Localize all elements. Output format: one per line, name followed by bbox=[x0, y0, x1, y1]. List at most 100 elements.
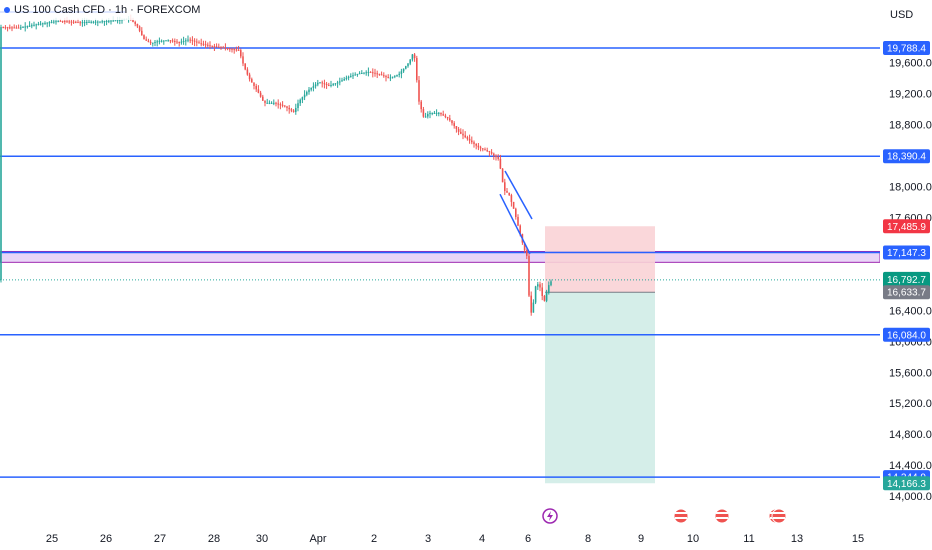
level-price-tag: 16,084.0 bbox=[887, 330, 926, 341]
candle-body bbox=[321, 82, 323, 84]
symbol-title-bar[interactable]: US 100 Cash CFD · 1h · FOREXCOM bbox=[0, 0, 205, 20]
candle-body bbox=[75, 21, 77, 23]
candle-body bbox=[15, 27, 18, 29]
candle-body bbox=[222, 47, 224, 49]
candle-body bbox=[501, 168, 504, 183]
candle-body bbox=[246, 69, 249, 75]
time-tick-label: Apr bbox=[309, 533, 326, 545]
candle-body bbox=[387, 76, 389, 78]
candle-body bbox=[420, 101, 422, 110]
candle-body bbox=[497, 157, 499, 159]
level-price-tag-bg bbox=[883, 245, 930, 260]
candle-body bbox=[152, 42, 154, 44]
candle-body bbox=[550, 281, 552, 286]
price-tick-label: 14,800.0 bbox=[889, 429, 932, 441]
candle-body bbox=[226, 48, 229, 50]
candle-body bbox=[147, 40, 150, 42]
candle-body bbox=[464, 135, 466, 138]
candle-body bbox=[435, 112, 438, 114]
candle-body bbox=[224, 47, 227, 49]
time-tick-label: 26 bbox=[100, 533, 112, 545]
time-tick-label: 25 bbox=[46, 533, 58, 545]
candle-body bbox=[332, 84, 334, 86]
us-flag-stripe bbox=[675, 512, 687, 514]
candle-body bbox=[191, 39, 194, 41]
candle-body bbox=[350, 75, 352, 77]
candle-body bbox=[251, 79, 253, 83]
candle-body bbox=[169, 40, 172, 42]
candle-body bbox=[455, 126, 458, 129]
candle-body bbox=[330, 84, 332, 86]
candle-body bbox=[380, 74, 383, 76]
candle-body bbox=[112, 20, 114, 22]
candle-body bbox=[154, 42, 156, 44]
candle-body bbox=[543, 296, 546, 301]
current-price-tag: 16,792.7 bbox=[887, 275, 926, 286]
candle-body bbox=[2, 27, 4, 29]
candle-body bbox=[167, 40, 169, 42]
candle-body bbox=[244, 63, 246, 70]
candle-body bbox=[33, 24, 35, 26]
candle-body bbox=[270, 102, 273, 104]
candle-body bbox=[438, 112, 440, 114]
candle-body bbox=[378, 73, 381, 75]
lightning-bolt-icon bbox=[547, 511, 553, 521]
candle-body bbox=[508, 192, 510, 196]
candle-body bbox=[182, 40, 185, 42]
candles-layer bbox=[0, 14, 552, 316]
candle-body bbox=[363, 72, 365, 74]
candle-body bbox=[279, 104, 282, 106]
candle-body bbox=[138, 26, 141, 31]
candle-body bbox=[13, 27, 15, 29]
candle-body bbox=[365, 72, 367, 74]
candle-body bbox=[473, 142, 475, 144]
candle-body bbox=[64, 21, 66, 23]
candle-body bbox=[248, 74, 251, 80]
level-price-tag: 19,788.4 bbox=[887, 43, 926, 54]
candle-body bbox=[308, 89, 310, 93]
candle-body bbox=[83, 22, 86, 24]
us-flag-event-icon bbox=[714, 508, 730, 524]
candle-body bbox=[187, 39, 189, 41]
candle-body bbox=[429, 112, 431, 115]
time-tick-label: 11 bbox=[743, 533, 754, 545]
candle-body bbox=[72, 21, 75, 23]
level-price-tag: 18,390.4 bbox=[887, 152, 926, 163]
candle-body bbox=[431, 112, 433, 114]
candle-body bbox=[334, 83, 337, 85]
candle-body bbox=[37, 23, 40, 25]
candle-body bbox=[312, 86, 315, 88]
levels-layer bbox=[0, 47, 880, 478]
candle-body bbox=[81, 22, 84, 24]
candle-body bbox=[185, 40, 187, 42]
candle-body bbox=[92, 21, 95, 23]
candle-body bbox=[31, 25, 33, 27]
candle-body bbox=[97, 21, 99, 23]
candle-body bbox=[339, 81, 341, 83]
last-close-price-tag: 16,633.7 bbox=[887, 288, 926, 299]
candle-body bbox=[103, 21, 106, 23]
candle-body bbox=[440, 112, 442, 115]
candle-body bbox=[281, 104, 284, 106]
candle-body bbox=[156, 41, 158, 43]
candle-body bbox=[506, 191, 508, 193]
candle-body bbox=[101, 21, 103, 23]
candle-body bbox=[539, 284, 541, 288]
candle-body bbox=[255, 85, 257, 90]
candle-body bbox=[499, 158, 502, 169]
candle-body bbox=[317, 82, 319, 85]
candle-body bbox=[237, 49, 240, 51]
candle-body bbox=[385, 76, 387, 78]
price-tags-layer: 19,788.4 18,390.4 17,485.9 17,147.3 16,084.0… bbox=[883, 40, 930, 491]
level-price-tag-bg bbox=[883, 149, 930, 164]
candle-body bbox=[482, 148, 484, 150]
candle-body bbox=[484, 149, 486, 151]
candle-body bbox=[218, 46, 220, 48]
candle-body bbox=[493, 153, 495, 156]
candle-body bbox=[427, 114, 429, 117]
candle-body bbox=[259, 92, 262, 97]
candle-body bbox=[402, 68, 405, 72]
candle-body bbox=[295, 108, 297, 112]
candle-body bbox=[275, 102, 277, 104]
